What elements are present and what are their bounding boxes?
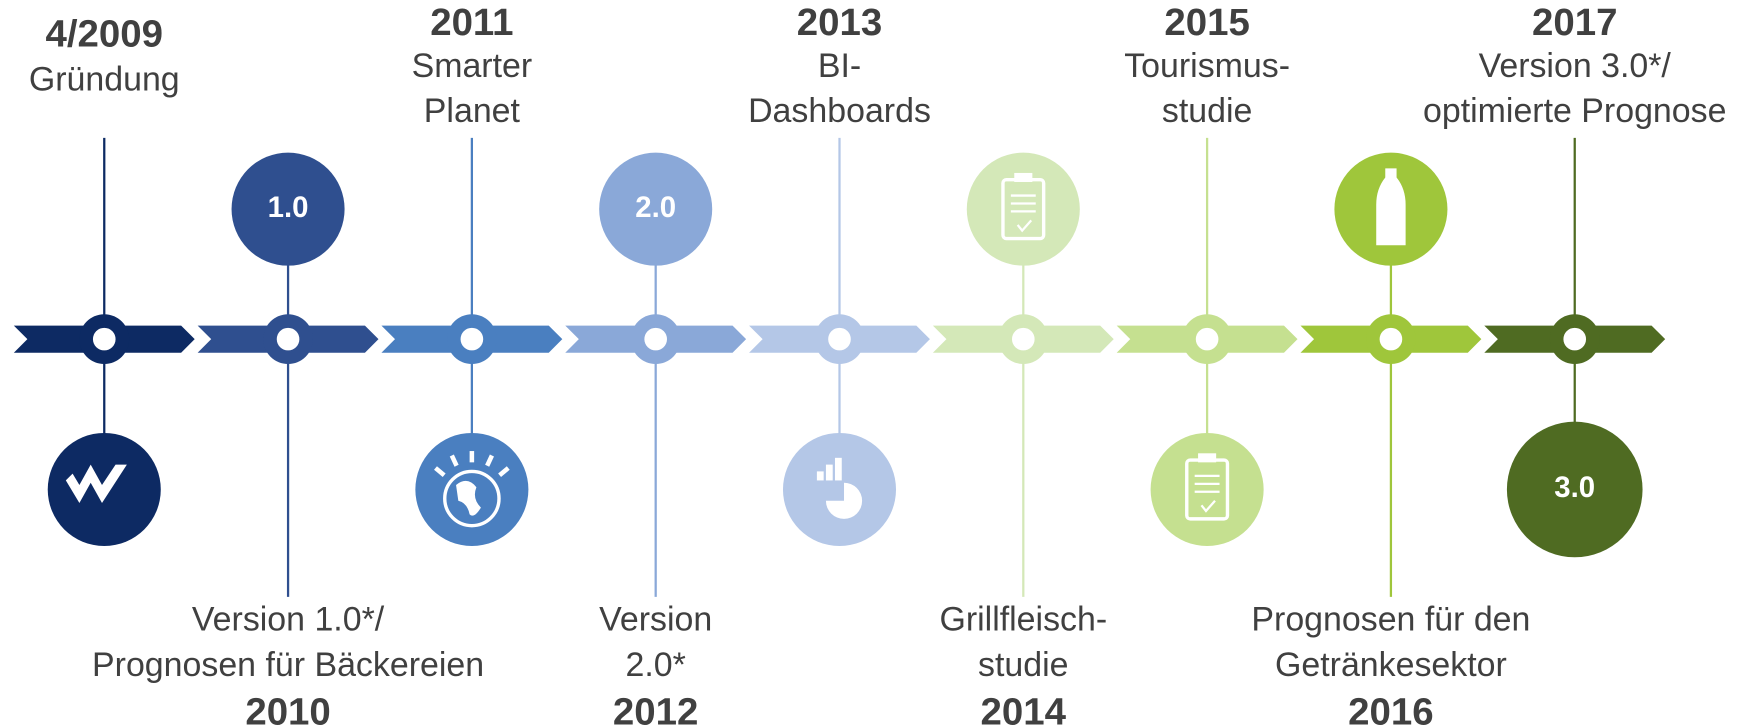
globe-ray — [485, 454, 494, 467]
clip-top — [1014, 172, 1033, 182]
node-center — [644, 327, 667, 351]
label-line: studie — [978, 646, 1068, 684]
label-line: Prognosen für Bäckereien — [92, 646, 484, 684]
clip-check — [1016, 219, 1033, 233]
logo-mark — [65, 464, 127, 504]
node-center — [276, 327, 300, 351]
label-line: studie — [1162, 92, 1252, 130]
label-line: Version — [599, 601, 712, 639]
label-line: Smarter — [412, 47, 533, 85]
year: 4/2009 — [45, 12, 163, 55]
globe-ray — [449, 454, 459, 467]
icon-circle — [966, 152, 1080, 266]
label-line: optimierte Prognose — [1423, 92, 1726, 130]
node-center — [1563, 327, 1587, 351]
bottle — [1376, 168, 1406, 246]
label-line: Prognosen für den — [1251, 601, 1530, 639]
label-line: BI- — [818, 47, 861, 85]
icon-circle — [1506, 421, 1643, 558]
label-line: Dashboards — [748, 92, 931, 130]
year: 2014 — [981, 691, 1067, 728]
node-center — [92, 327, 116, 351]
icon-circle — [1150, 432, 1264, 546]
bar-icon — [834, 457, 842, 481]
node-center — [460, 327, 484, 351]
bar-icon — [816, 471, 824, 481]
globe-ray — [434, 466, 446, 478]
label-line: Version 1.0*/ — [192, 601, 385, 639]
label-line: Grillfleisch- — [939, 601, 1107, 639]
globe-land — [456, 480, 481, 516]
bar-icon — [825, 464, 833, 481]
icon-circle — [782, 432, 897, 546]
clip-check — [1200, 500, 1216, 513]
label-line: Tourismus- — [1124, 47, 1290, 85]
node-center — [1379, 327, 1403, 351]
icon-circle — [231, 152, 345, 266]
label-line: 2.0* — [626, 646, 686, 684]
year: 2012 — [613, 691, 698, 728]
label-line: Planet — [424, 92, 521, 130]
label-line: Getränkesektor — [1275, 646, 1507, 684]
clip-top — [1198, 453, 1217, 463]
year: 2016 — [1348, 691, 1433, 728]
label-line: Version 3.0*/ — [1479, 47, 1672, 85]
pie-icon — [825, 482, 863, 519]
node-center — [828, 327, 851, 351]
globe — [443, 469, 501, 528]
icon-circle — [599, 152, 713, 266]
badge-label: 3.0 — [1554, 471, 1595, 504]
year: 2013 — [797, 1, 882, 44]
node-center — [1012, 327, 1035, 351]
badge-label: 2.0 — [635, 191, 676, 224]
label-line: Gründung — [29, 60, 180, 98]
year: 2010 — [245, 691, 330, 728]
node-center — [1195, 327, 1219, 351]
year: 2017 — [1532, 1, 1617, 44]
globe-ray — [498, 466, 510, 478]
year: 2011 — [430, 1, 513, 44]
badge-label: 1.0 — [268, 191, 309, 224]
year: 2015 — [1164, 1, 1249, 44]
